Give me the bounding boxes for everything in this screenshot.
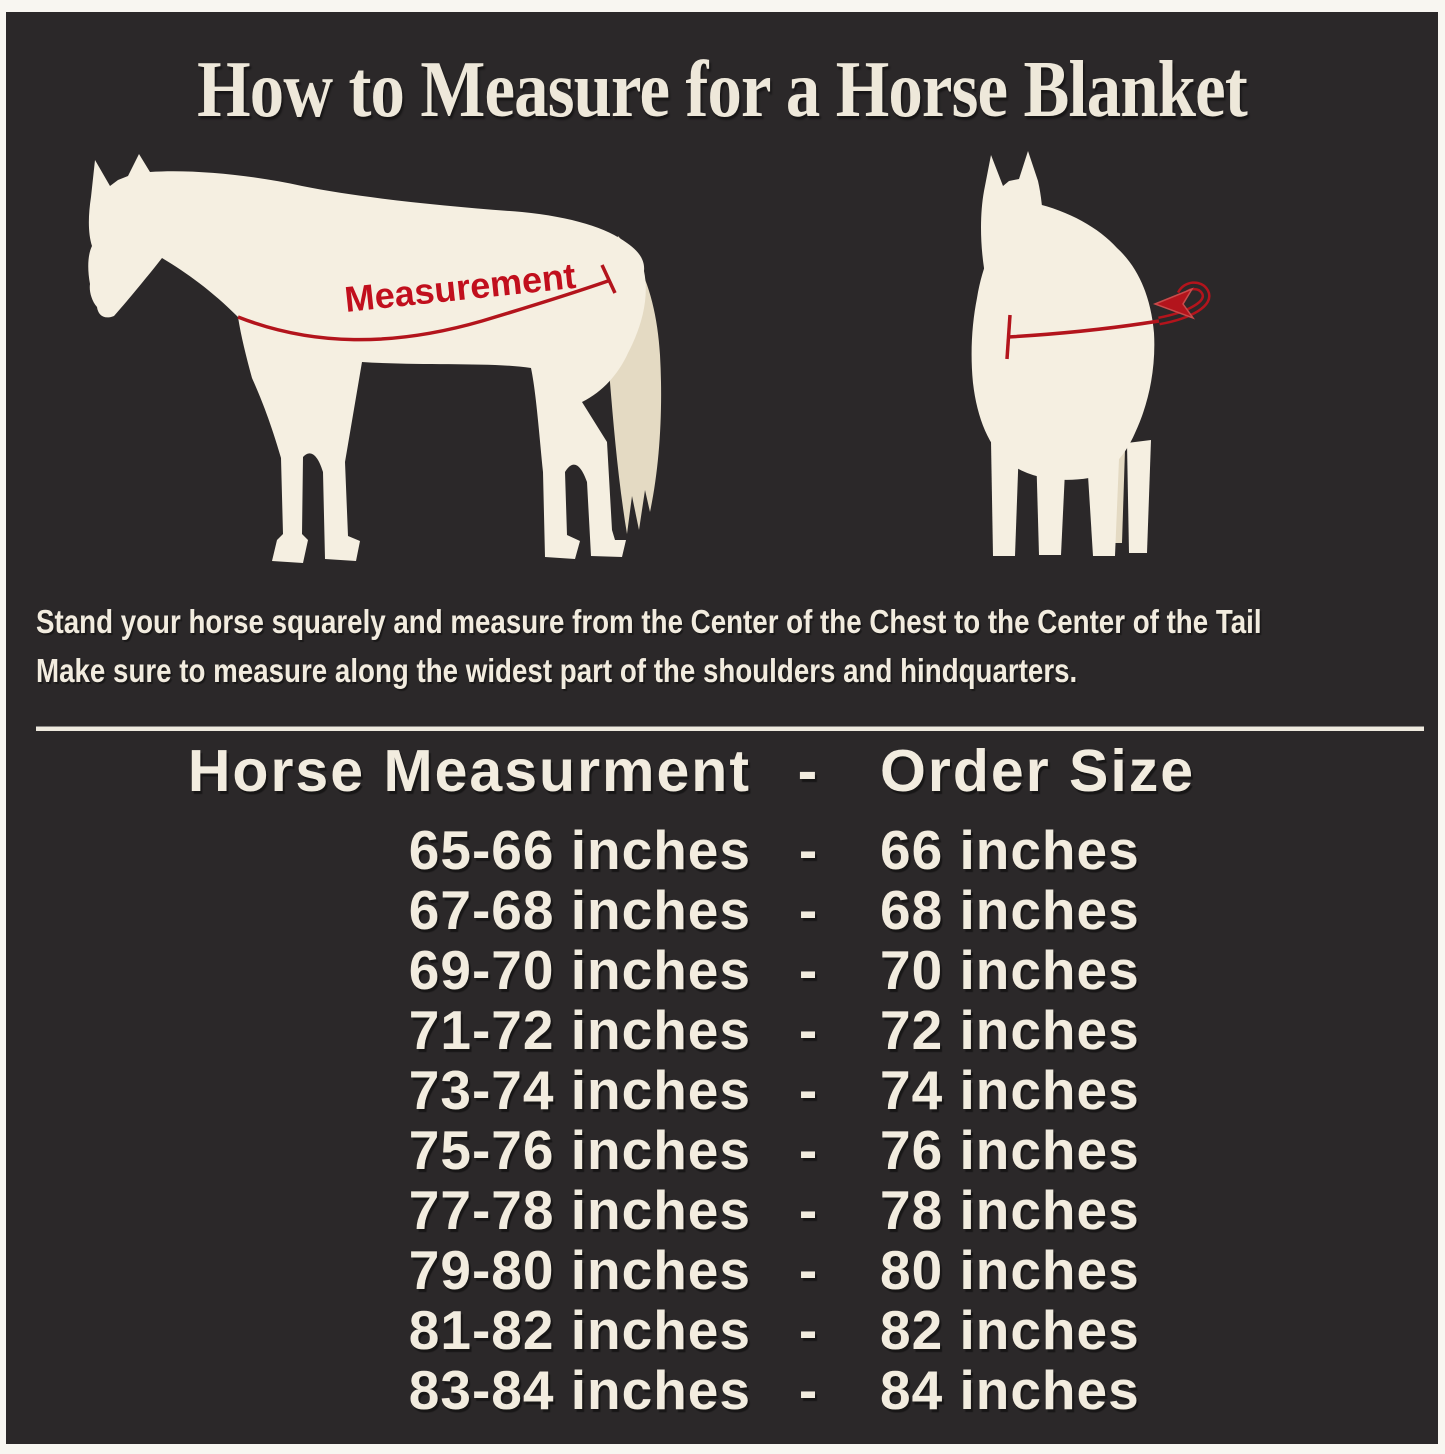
order-size-value: 70 inches xyxy=(880,939,1140,1001)
header-separator-dash: - xyxy=(797,738,820,804)
size-chart-header: Horse Measurment - Order Size xyxy=(6,734,1438,808)
order-size-value: 66 inches xyxy=(880,819,1140,881)
size-chart-row: 65-66 inches -66 inches xyxy=(6,820,1438,880)
horse-measurement-value: 83-84 inches xyxy=(408,1359,751,1421)
size-chart-row: 83-84 inches -84 inches xyxy=(6,1360,1438,1420)
front-view-horse-illustration xyxy=(971,151,1211,556)
horse-measurement-value: 79-80 inches xyxy=(408,1239,751,1301)
size-chart-row: 71-72 inches -72 inches xyxy=(6,1000,1438,1060)
horse-leg xyxy=(1036,448,1066,555)
horse-measurement-value: 81-82 inches xyxy=(408,1299,751,1361)
row-separator-dash: - xyxy=(798,999,819,1061)
horse-head xyxy=(981,151,1044,306)
instructions-line-1: Stand your horse squarely and measure fr… xyxy=(36,603,1262,640)
horse-leg xyxy=(991,441,1019,556)
measuring-instructions: Stand your horse squarely and measure fr… xyxy=(36,597,1445,695)
size-chart-row: 73-74 inches -74 inches xyxy=(6,1060,1438,1120)
instructions-line-2: Make sure to measure along the widest pa… xyxy=(36,652,1078,689)
row-separator-dash: - xyxy=(798,1179,819,1241)
row-separator-dash: - xyxy=(798,1059,819,1121)
size-chart-row: 81-82 inches -82 inches xyxy=(6,1300,1438,1360)
horse-measurement-value: 75-76 inches xyxy=(408,1119,751,1181)
horse-measurement-value: 77-78 inches xyxy=(408,1179,751,1241)
order-size-value: 80 inches xyxy=(880,1239,1140,1301)
order-size-value: 68 inches xyxy=(880,879,1140,941)
side-view-horse-illustration: Measurement xyxy=(88,154,662,563)
order-size-value: 76 inches xyxy=(880,1119,1140,1181)
row-separator-dash: - xyxy=(798,819,819,881)
size-chart-row: 75-76 inches -76 inches xyxy=(6,1120,1438,1180)
horse-measurement-value: 73-74 inches xyxy=(408,1059,751,1121)
size-chart-row: 79-80 inches -80 inches xyxy=(6,1240,1438,1300)
horse-measurement-value: 65-66 inches xyxy=(408,819,751,881)
girth-arrowhead xyxy=(1152,287,1196,320)
order-size-column-header: Order Size xyxy=(880,738,1196,804)
size-chart: Horse Measurment - Order Size 65-66 inch… xyxy=(6,734,1438,1420)
horse-leg xyxy=(1087,459,1119,556)
size-chart-row: 67-68 inches -68 inches xyxy=(6,880,1438,940)
order-size-value: 74 inches xyxy=(880,1059,1140,1121)
row-separator-dash: - xyxy=(798,939,819,1001)
horse-body xyxy=(88,154,646,563)
horse-leg xyxy=(1127,440,1151,553)
order-size-value: 72 inches xyxy=(880,999,1140,1061)
order-size-value: 84 inches xyxy=(880,1359,1140,1421)
row-separator-dash: - xyxy=(798,1359,819,1421)
horse-measurement-value: 67-68 inches xyxy=(408,879,751,941)
row-separator-dash: - xyxy=(798,1119,819,1181)
order-size-value: 82 inches xyxy=(880,1299,1140,1361)
horse-measurement-value: 69-70 inches xyxy=(408,939,751,1001)
horse-measurement-value: 71-72 inches xyxy=(408,999,751,1061)
divider xyxy=(36,727,1424,731)
row-separator-dash: - xyxy=(798,879,819,941)
row-separator-dash: - xyxy=(798,1299,819,1361)
row-separator-dash: - xyxy=(798,1239,819,1301)
size-chart-row: 77-78 inches -78 inches xyxy=(6,1180,1438,1240)
size-chart-row: 69-70 inches -70 inches xyxy=(6,940,1438,1000)
girth-line xyxy=(1007,319,1160,339)
size-chart-rows: 65-66 inches -66 inches 67-68 inches -68 in… xyxy=(6,820,1438,1420)
measurement-column-header: Horse Measurment xyxy=(187,738,751,804)
measurement-line-tick xyxy=(600,264,617,294)
page-title: How to Measure for a Horse Blanket xyxy=(197,46,1248,134)
measurement-line xyxy=(237,279,609,342)
order-size-value: 78 inches xyxy=(880,1179,1140,1241)
infographic-panel: How to Measure for a Horse Blanket Measu… xyxy=(6,12,1438,1444)
